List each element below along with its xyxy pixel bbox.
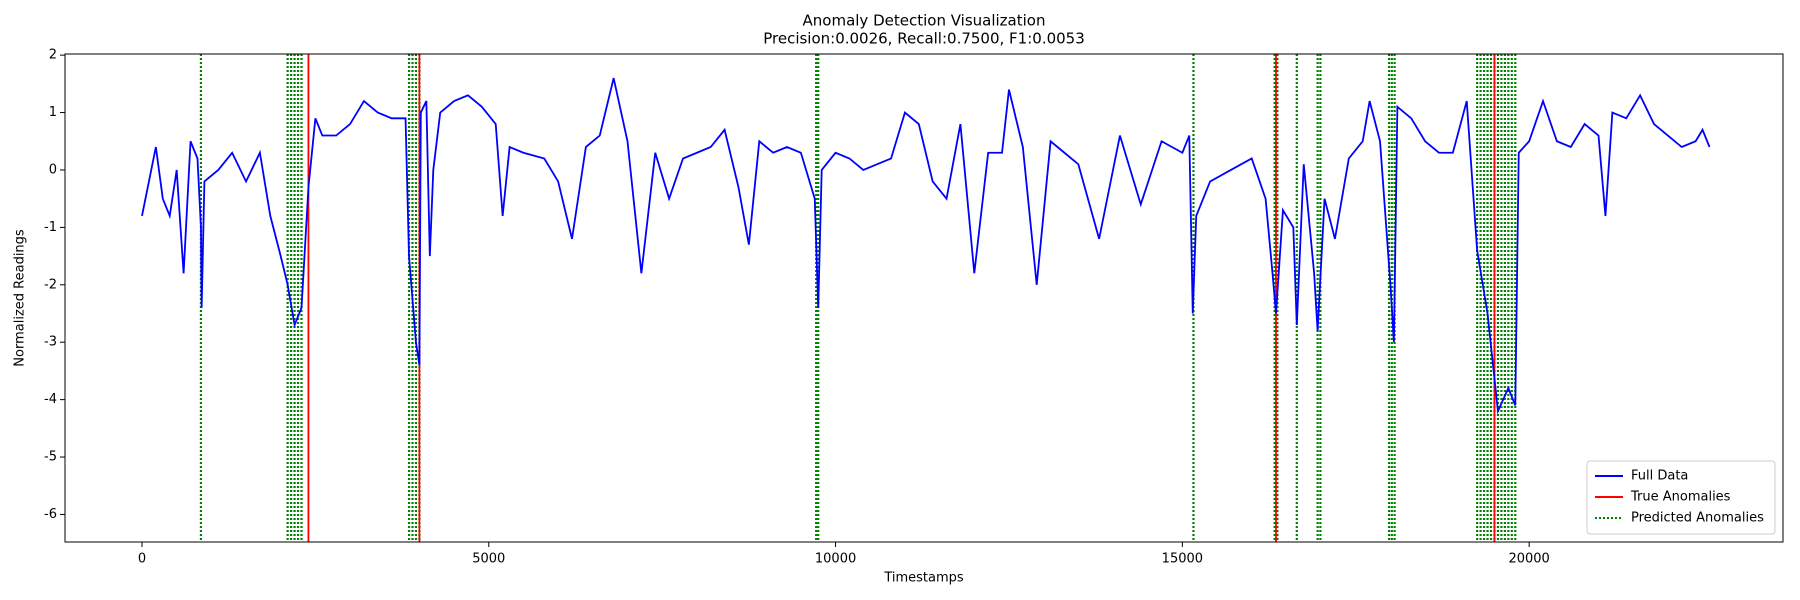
- y-tick-label: -4: [44, 392, 57, 407]
- x-tick-label: 15000: [1162, 552, 1203, 567]
- y-tick-label: 1: [49, 105, 57, 120]
- data-line: [141, 77, 1711, 415]
- legend-label: Full Data: [1631, 469, 1688, 484]
- y-tick-label: -2: [44, 277, 57, 292]
- x-tick-label: 10000: [815, 552, 856, 567]
- legend-box: [1586, 460, 1776, 535]
- y-tick-label: -1: [44, 220, 57, 235]
- chart-title: Anomaly Detection Visualization: [803, 12, 1046, 30]
- x-tick-label: 20000: [1508, 552, 1549, 567]
- y-tick-label: -3: [44, 335, 57, 350]
- legend-label: True Anomalies: [1630, 490, 1731, 505]
- y-tick-label: -6: [44, 507, 57, 522]
- x-tick-label: 5000: [472, 552, 505, 567]
- y-tick-label: -5: [44, 450, 57, 465]
- x-tick-label: 0: [138, 552, 146, 567]
- x-axis-label: Timestamps: [883, 571, 964, 586]
- plot-frame: [64, 53, 1784, 543]
- legend-label: Predicted Anomalies: [1631, 511, 1764, 526]
- y-tick-label: 0: [49, 162, 57, 177]
- y-axis-label: Normalized Readings: [13, 229, 28, 367]
- chart-subtitle: Precision:0.0026, Recall:0.7500, F1:0.00…: [763, 30, 1085, 48]
- y-tick-label: 2: [49, 48, 57, 63]
